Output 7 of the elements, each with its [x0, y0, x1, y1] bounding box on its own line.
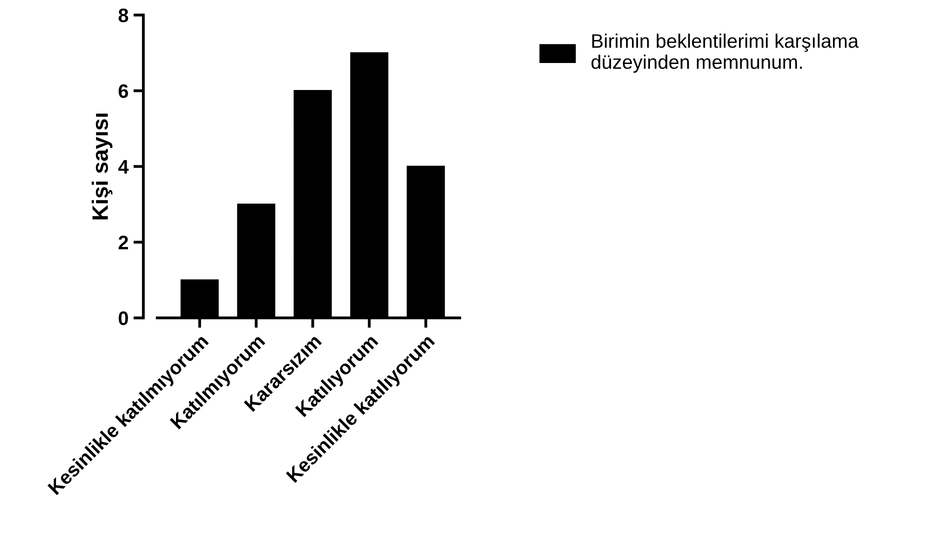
- y-tick-label: 0: [118, 311, 128, 326]
- y-tick-label: 8: [118, 8, 128, 22]
- y-tick-label: 2: [118, 236, 128, 250]
- legend-label: Birimin beklentilerimi karşılama düzeyinden memnunum.: [592, 34, 859, 73]
- y-tick-label: 4: [118, 160, 129, 174]
- y-tick-label: 6: [118, 84, 128, 98]
- y-axis-title: Kişi sayısı: [92, 114, 112, 220]
